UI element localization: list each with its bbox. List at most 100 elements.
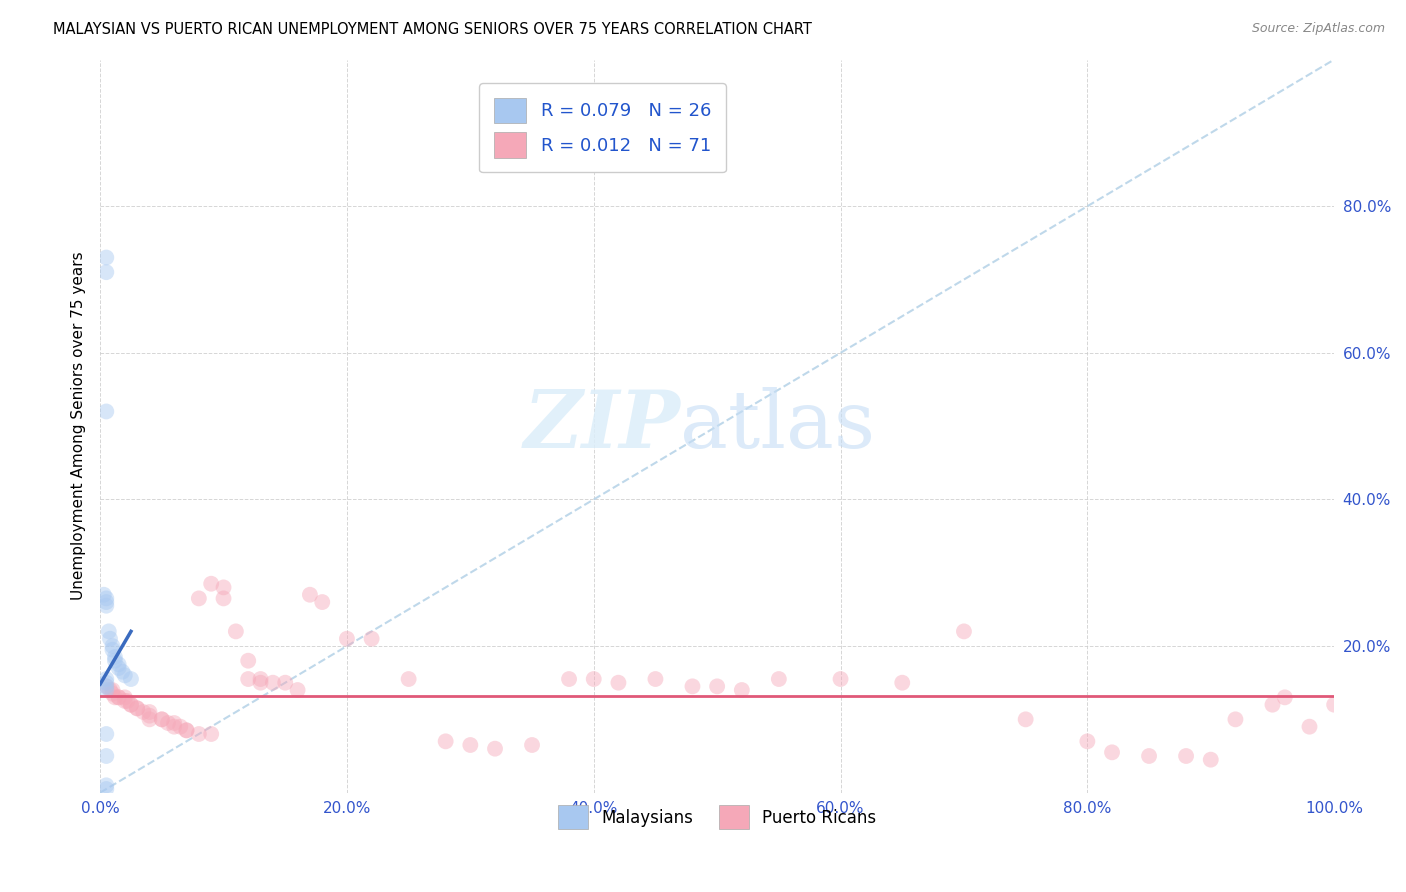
Point	[262, 675, 284, 690]
Point	[336, 632, 359, 646]
Point	[520, 738, 543, 752]
Point	[434, 734, 457, 748]
Text: atlas: atlas	[681, 387, 876, 465]
Point	[150, 712, 173, 726]
Point	[120, 698, 142, 712]
Point	[1323, 698, 1346, 712]
Point	[311, 595, 333, 609]
Point	[96, 404, 118, 418]
Point	[176, 723, 198, 738]
Point	[101, 687, 124, 701]
Point	[120, 672, 142, 686]
Point	[607, 675, 630, 690]
Text: ZIP: ZIP	[523, 387, 681, 465]
Point	[460, 738, 482, 752]
Point	[98, 632, 121, 646]
Point	[582, 672, 605, 686]
Y-axis label: Unemployment Among Seniors over 75 years: Unemployment Among Seniors over 75 years	[72, 252, 86, 600]
Point	[96, 675, 118, 690]
Point	[107, 690, 129, 705]
Point	[96, 672, 118, 686]
Point	[111, 665, 134, 679]
Point	[96, 727, 118, 741]
Point	[731, 683, 754, 698]
Point	[225, 624, 247, 639]
Point	[156, 716, 179, 731]
Point	[163, 720, 186, 734]
Point	[398, 672, 420, 686]
Point	[96, 782, 118, 797]
Legend: Malaysians, Puerto Ricans: Malaysians, Puerto Ricans	[551, 798, 883, 836]
Point	[830, 672, 852, 686]
Point	[1225, 712, 1247, 726]
Point	[176, 723, 198, 738]
Point	[484, 741, 506, 756]
Point	[298, 588, 321, 602]
Point	[706, 679, 728, 693]
Point	[891, 675, 914, 690]
Point	[138, 712, 160, 726]
Point	[107, 690, 129, 705]
Point	[360, 632, 382, 646]
Point	[187, 727, 209, 741]
Point	[1298, 720, 1320, 734]
Point	[96, 683, 118, 698]
Point	[96, 679, 118, 693]
Point	[212, 581, 235, 595]
Point	[96, 778, 118, 792]
Text: Source: ZipAtlas.com: Source: ZipAtlas.com	[1251, 22, 1385, 36]
Point	[138, 708, 160, 723]
Point	[150, 712, 173, 726]
Point	[644, 672, 666, 686]
Point	[107, 661, 129, 675]
Point	[1175, 749, 1198, 764]
Point	[104, 654, 127, 668]
Point	[117, 694, 139, 708]
Point	[287, 683, 309, 698]
Point	[1274, 690, 1296, 705]
Point	[114, 694, 136, 708]
Point	[558, 672, 581, 686]
Point	[200, 727, 222, 741]
Point	[101, 639, 124, 653]
Point	[107, 657, 129, 672]
Point	[93, 588, 115, 602]
Point	[1137, 749, 1160, 764]
Point	[96, 591, 118, 606]
Point	[187, 591, 209, 606]
Point	[96, 749, 118, 764]
Point	[101, 642, 124, 657]
Point	[1261, 698, 1284, 712]
Text: MALAYSIAN VS PUERTO RICAN UNEMPLOYMENT AMONG SENIORS OVER 75 YEARS CORRELATION C: MALAYSIAN VS PUERTO RICAN UNEMPLOYMENT A…	[53, 22, 813, 37]
Point	[96, 265, 118, 279]
Point	[274, 675, 297, 690]
Point	[98, 683, 121, 698]
Point	[114, 690, 136, 705]
Point	[768, 672, 790, 686]
Point	[200, 576, 222, 591]
Point	[132, 705, 155, 719]
Point	[138, 705, 160, 719]
Point	[953, 624, 976, 639]
Point	[238, 672, 260, 686]
Point	[96, 679, 118, 693]
Point	[127, 701, 149, 715]
Point	[104, 650, 127, 665]
Point	[104, 690, 127, 705]
Point	[96, 599, 118, 613]
Point	[114, 668, 136, 682]
Point	[249, 672, 271, 686]
Point	[127, 701, 149, 715]
Point	[101, 683, 124, 698]
Point	[97, 624, 120, 639]
Point	[169, 720, 191, 734]
Point	[1101, 745, 1123, 759]
Point	[120, 698, 142, 712]
Point	[96, 251, 118, 265]
Point	[212, 591, 235, 606]
Point	[238, 654, 260, 668]
Point	[1076, 734, 1098, 748]
Point	[1199, 753, 1222, 767]
Point	[249, 675, 271, 690]
Point	[1014, 712, 1036, 726]
